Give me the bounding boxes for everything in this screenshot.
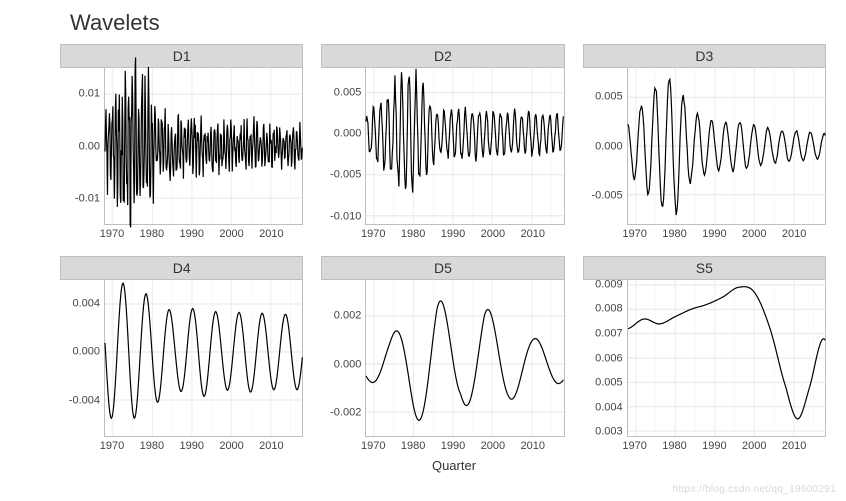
y-tick-label: -0.005	[591, 190, 622, 201]
y-tick-label: 0.008	[595, 304, 623, 315]
x-tick-label: 1990	[702, 228, 726, 240]
facet-panel: D3 0.005 0.000 -0.005 1970 1980 1990 2000 2010	[583, 44, 826, 242]
y-tick-label: 0.00	[79, 141, 100, 152]
x-tick-label: 2010	[259, 440, 283, 452]
x-tick-label: 1970	[361, 228, 385, 240]
plot-area	[365, 280, 564, 437]
x-axis-ticks: 1970 1980 1990 2000 2010	[583, 437, 826, 454]
watermark-text: https://blog.csdn.net/qq_19600291	[673, 484, 836, 495]
x-tick-label: 1980	[401, 228, 425, 240]
y-axis-ticks: 0.01 0.00 -0.01	[60, 68, 104, 225]
plot-area	[104, 280, 303, 437]
x-axis-ticks: 1970 1980 1990 2000 2010	[60, 437, 303, 454]
facet-strip-label: D1	[60, 44, 303, 68]
y-tick-label: 0.006	[595, 353, 623, 364]
facet-strip-label: D5	[321, 256, 564, 280]
y-axis-ticks: 0.009 0.008 0.007 0.006 0.005 0.004 0.003	[583, 280, 627, 437]
x-tick-label: 1980	[662, 228, 686, 240]
facet-panel: D5 0.002 0.000 -0.002 1970 1980 1990 2000 2010	[321, 256, 564, 454]
x-tick-label: 1990	[702, 440, 726, 452]
series-line	[366, 301, 563, 420]
x-tick-label: 1970	[100, 228, 124, 240]
y-tick-label: 0.004	[595, 402, 623, 413]
x-axis-ticks: 1970 1980 1990 2000 2010	[60, 225, 303, 242]
plot-area	[104, 68, 303, 225]
y-tick-label: 0.002	[334, 311, 362, 322]
y-tick-label: 0.000	[595, 141, 623, 152]
y-tick-label: 0.007	[595, 328, 623, 339]
facet-panel: D2 0.005 0.000 -0.005 -0.0101970 1980 1990 2000…	[321, 44, 564, 242]
x-tick-label: 1970	[622, 440, 646, 452]
facet-strip-label: D4	[60, 256, 303, 280]
x-tick-label: 1990	[179, 228, 203, 240]
facet-strip-label: D3	[583, 44, 826, 68]
x-tick-label: 2000	[742, 228, 766, 240]
x-tick-label: 1980	[401, 440, 425, 452]
series-line	[628, 287, 825, 419]
series-line	[105, 58, 302, 228]
plot-area	[627, 68, 826, 225]
y-tick-label: 0.000	[334, 359, 362, 370]
x-tick-label: 1990	[441, 228, 465, 240]
x-tick-label: 2010	[521, 228, 545, 240]
x-tick-label: 1980	[140, 440, 164, 452]
x-tick-label: 1990	[179, 440, 203, 452]
y-tick-label: 0.004	[72, 299, 100, 310]
y-tick-label: 0.01	[79, 89, 100, 100]
facet-strip-label: S5	[583, 256, 826, 280]
y-tick-label: 0.003	[595, 427, 623, 438]
chart-title: Wavelets	[70, 10, 826, 36]
y-tick-label: 0.005	[595, 92, 623, 103]
y-tick-label: 0.000	[72, 347, 100, 358]
x-tick-label: 2010	[782, 228, 806, 240]
y-axis-ticks: 0.005 0.000 -0.005 -0.010	[321, 68, 365, 225]
x-tick-label: 1990	[441, 440, 465, 452]
x-tick-label: 1970	[622, 228, 646, 240]
facet-grid: D10.010.00-0.0119701980199020002010D20.0…	[60, 44, 826, 454]
y-tick-label: -0.002	[330, 407, 361, 418]
x-tick-label: 2000	[219, 440, 243, 452]
y-tick-label: -0.01	[75, 193, 100, 204]
facet-strip-label: D2	[321, 44, 564, 68]
facet-panel: D4 0.004 0.000 -0.004 1970 1980 1990 2000 2010	[60, 256, 303, 454]
y-tick-label: -0.004	[69, 395, 100, 406]
series-line	[105, 283, 302, 418]
y-tick-label: 0.000	[334, 129, 362, 140]
x-tick-label: 2010	[782, 440, 806, 452]
x-tick-label: 2000	[742, 440, 766, 452]
series-line	[366, 69, 563, 193]
plot-area	[365, 68, 564, 225]
y-axis-ticks: 0.005 0.000 -0.005	[583, 68, 627, 225]
plot-area	[627, 280, 826, 437]
x-axis-label: Quarter	[82, 458, 826, 473]
y-axis-ticks: 0.004 0.000 -0.004	[60, 280, 104, 437]
y-tick-label: 0.005	[334, 87, 362, 98]
y-tick-label: -0.010	[330, 211, 361, 222]
x-tick-label: 2010	[259, 228, 283, 240]
x-tick-label: 2010	[521, 440, 545, 452]
x-axis-ticks: 1970 1980 1990 2000 2010	[321, 437, 564, 454]
x-tick-label: 2000	[481, 440, 505, 452]
y-axis-ticks: 0.002 0.000 -0.002	[321, 280, 365, 437]
y-tick-label: 0.009	[595, 279, 623, 290]
x-tick-label: 1980	[662, 440, 686, 452]
x-tick-label: 1980	[140, 228, 164, 240]
facet-panel: D1 0.01 0.00 -0.01 1970 1980 1990 2000 2010	[60, 44, 303, 242]
facet-panel: S50.0090.0080.0070.0060.0050.0040.003197…	[583, 256, 826, 454]
y-tick-label: 0.005	[595, 378, 623, 389]
y-tick-label: -0.005	[330, 170, 361, 181]
x-tick-label: 2000	[481, 228, 505, 240]
x-tick-label: 2000	[219, 228, 243, 240]
x-tick-label: 1970	[100, 440, 124, 452]
x-tick-label: 1970	[361, 440, 385, 452]
x-axis-ticks: 1970 1980 1990 2000 2010	[583, 225, 826, 242]
x-axis-ticks: 1970 1980 1990 2000 2010	[321, 225, 564, 242]
